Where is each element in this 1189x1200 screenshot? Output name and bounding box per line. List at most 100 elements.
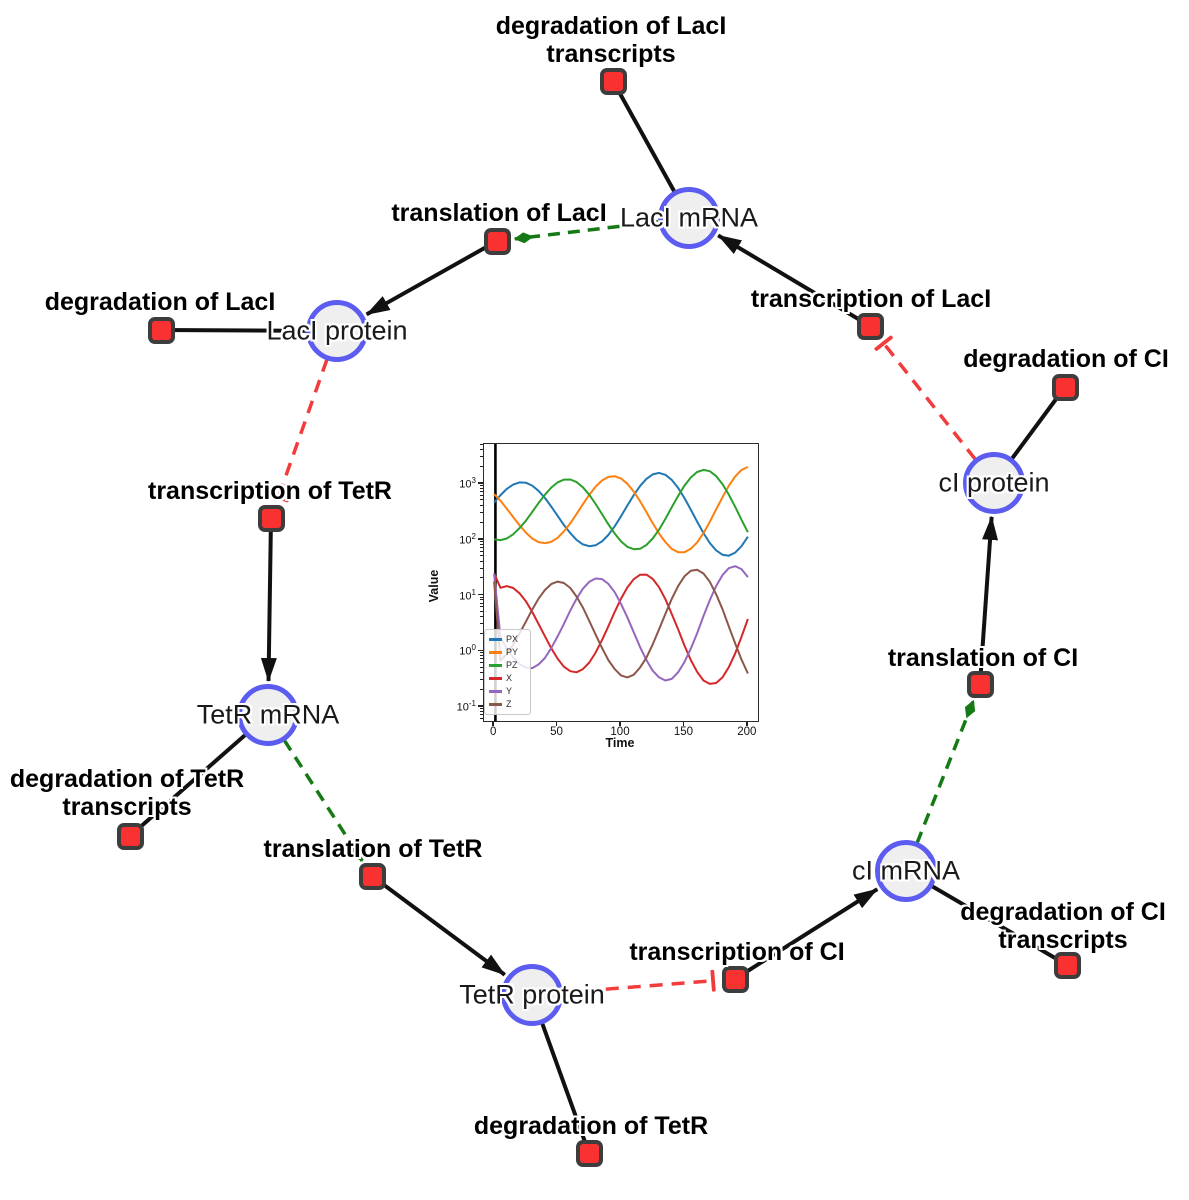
edge-inhibition-ci-protein-transc-laci — [874, 335, 977, 461]
y-minor-tick-mark — [480, 710, 483, 712]
y-minor-tick-mark — [480, 550, 483, 552]
y-minor-tick-mark — [480, 599, 483, 601]
y-tick-label: 100 — [459, 643, 476, 658]
x-tick-mark — [682, 721, 685, 726]
edge-production-transl-laci-laci-protein — [365, 239, 498, 317]
y-minor-tick-mark — [480, 540, 483, 542]
legend-label: PX — [506, 634, 519, 644]
x-tick-label: 100 — [610, 726, 630, 738]
y-tick-mark — [478, 649, 483, 652]
species-node-tetr-protein[interactable] — [501, 964, 563, 1026]
edge-production-transc-ci-ci-mrna — [733, 887, 879, 981]
x-tick-mark — [619, 721, 621, 726]
y-minor-tick-mark — [480, 567, 483, 569]
y-minor-tick-mark — [480, 494, 483, 496]
y-tick-label: 102 — [459, 531, 476, 547]
y-minor-tick-mark — [480, 714, 483, 716]
reaction-node-transl-tetr[interactable] — [358, 862, 386, 890]
reaction-node-transl-laci[interactable] — [483, 227, 511, 255]
y-minor-tick-mark — [480, 652, 483, 654]
y-tick-mark — [478, 593, 483, 596]
y-minor-tick-mark — [480, 488, 483, 490]
reaction-node-deg-ci[interactable] — [1051, 373, 1079, 401]
y-tick-mark — [478, 705, 483, 707]
x-tick-label: 150 — [673, 726, 694, 738]
y-minor-tick-mark — [480, 602, 483, 604]
y-minor-tick-mark — [480, 666, 483, 668]
x-tick-label: 0 — [489, 726, 497, 738]
edge-production-transc-laci-laci-mrna — [717, 233, 872, 328]
y-minor-tick-mark — [480, 596, 483, 598]
reaction-node-transc-laci[interactable] — [856, 312, 884, 340]
curve-y — [493, 565, 749, 682]
x-tick-mark — [555, 721, 558, 726]
y-minor-tick-mark — [480, 449, 483, 451]
species-node-ci-protein[interactable] — [963, 452, 1025, 514]
y-minor-tick-mark — [480, 717, 483, 719]
species-node-laci-mrna[interactable] — [658, 187, 720, 249]
edge-production-transl-ci-ci-protein — [978, 515, 999, 685]
legend-label: PY — [506, 647, 519, 657]
x-tick-label: 200 — [737, 726, 757, 738]
edge-inhibition-laci-protein-transc-tetr — [267, 358, 329, 503]
y-minor-tick-mark — [480, 610, 483, 612]
x-axis-label: Time — [605, 736, 635, 750]
legend-entry-py: PY — [489, 646, 526, 659]
legend-entry-y: Y — [489, 685, 526, 698]
y-minor-tick-mark — [480, 465, 483, 467]
legend-entry-x: X — [489, 672, 526, 685]
reaction-node-transc-ci[interactable] — [721, 965, 749, 993]
plot-area — [483, 443, 759, 722]
curve-py — [493, 466, 749, 554]
y-minor-tick-mark — [480, 633, 483, 635]
legend-label: Z — [506, 699, 512, 709]
reaction-node-deg-tetr[interactable] — [575, 1139, 603, 1167]
y-minor-tick-mark — [480, 560, 483, 562]
edge-modifier-tetr-mrna-transl-tetr — [282, 739, 364, 862]
y-minor-tick-mark — [480, 443, 483, 445]
reaction-node-deg-tetr-tx[interactable] — [116, 822, 144, 850]
species-node-ci-mrna[interactable] — [875, 840, 937, 902]
y-tick-mark — [478, 482, 483, 484]
legend-line-sample — [489, 638, 502, 641]
y-minor-tick-mark — [480, 511, 483, 513]
species-node-laci-protein[interactable] — [306, 300, 368, 362]
inset-chart: Value Time PX PY PZ X Y Z 0 50 100 150 200 10-1 100… — [420, 438, 785, 768]
reaction-node-transl-ci[interactable] — [966, 670, 994, 698]
y-minor-tick-mark — [480, 546, 483, 548]
edge-consumption-ci-mrna-deg-ci-tx — [904, 869, 1069, 967]
reaction-node-transc-tetr[interactable] — [257, 504, 285, 532]
y-minor-tick-mark — [480, 678, 483, 680]
reaction-node-deg-ci-tx[interactable] — [1053, 951, 1081, 979]
legend-line-sample — [489, 651, 502, 654]
reaction-node-deg-laci[interactable] — [147, 316, 175, 344]
y-minor-tick-mark — [480, 662, 483, 664]
y-tick-label: 101 — [459, 587, 476, 603]
y-minor-tick-mark — [480, 491, 483, 493]
y-minor-tick-mark — [480, 623, 483, 625]
legend-line-sample — [489, 690, 502, 693]
y-tick-mark — [478, 538, 483, 540]
x-tick-mark — [492, 721, 494, 726]
y-minor-tick-mark — [480, 456, 483, 458]
y-minor-tick-mark — [480, 658, 483, 660]
legend-entry-pz: PZ — [489, 659, 526, 672]
chart-legend: PX PY PZ X Y Z — [484, 629, 531, 715]
edge-modifier-ci-mrna-transl-ci — [915, 699, 976, 844]
curve-z — [493, 568, 749, 679]
y-minor-tick-mark — [480, 655, 483, 657]
y-minor-tick-mark — [480, 688, 483, 690]
x-tick-label: 50 — [550, 726, 563, 738]
legend-line-sample — [489, 677, 502, 680]
species-node-tetr-mrna[interactable] — [237, 684, 299, 746]
y-minor-tick-mark — [480, 672, 483, 673]
legend-line-sample — [489, 664, 502, 667]
legend-line-sample — [489, 703, 502, 706]
y-minor-tick-mark — [480, 606, 483, 608]
curve-px — [493, 471, 749, 557]
reaction-node-deg-laci-tx[interactable] — [599, 67, 627, 95]
curve-x — [493, 572, 749, 685]
legend-entry-z: Z — [489, 698, 526, 711]
y-minor-tick-mark — [480, 485, 483, 487]
